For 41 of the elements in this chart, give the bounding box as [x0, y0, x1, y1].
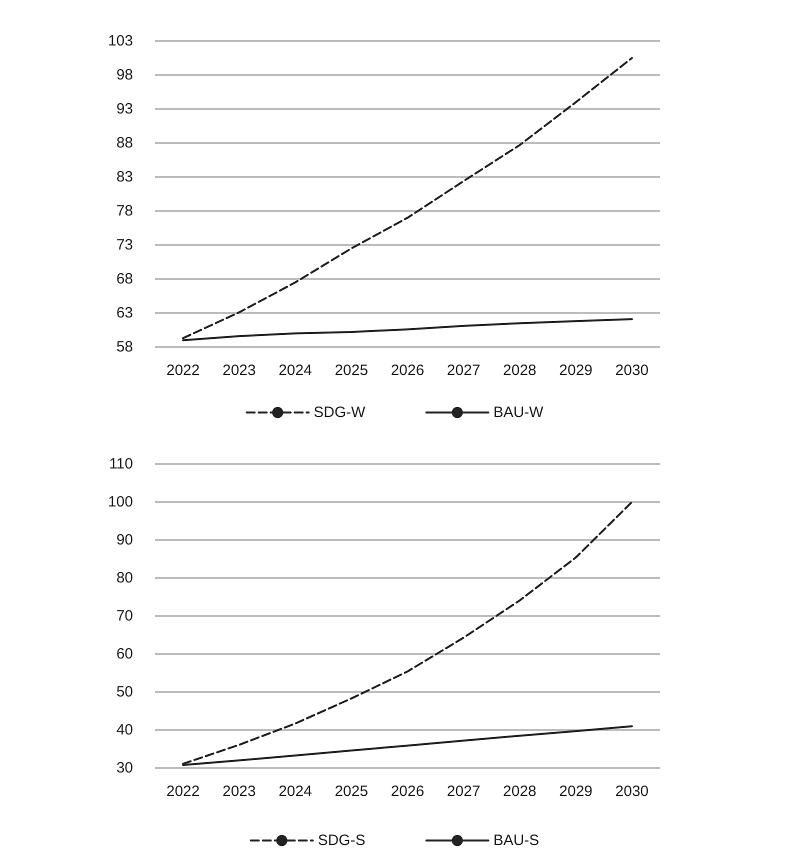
- x-tick-label: 2028: [503, 362, 536, 379]
- y-tick-label: 110: [109, 456, 133, 472]
- x-tick-label: 2026: [390, 783, 424, 800]
- x-tick-label: 2026: [390, 362, 424, 379]
- x-tick-label: 2024: [278, 362, 312, 379]
- y-tick-label: 73: [116, 236, 133, 254]
- y-tick-label: 90: [116, 532, 133, 548]
- x-tick-label: 2025: [334, 362, 368, 379]
- x-tick-label: 2029: [559, 783, 593, 800]
- y-tick-label: 103: [108, 32, 133, 50]
- x-tick-label: 2027: [446, 362, 480, 379]
- y-tick-label: 80: [116, 570, 133, 586]
- y-tick-label: 88: [116, 134, 133, 152]
- x-tick-label: 2028: [503, 783, 536, 800]
- legend-label: BAU-W: [493, 404, 544, 421]
- legend-label: SDG-W: [314, 404, 366, 421]
- y-tick-label: 98: [116, 66, 133, 84]
- y-tick-label: 83: [116, 168, 133, 186]
- legend-label: SDG-S: [318, 832, 366, 849]
- x-tick-label: 2030: [615, 783, 649, 800]
- y-tick-label: 100: [108, 494, 133, 510]
- y-tick-label: 60: [116, 646, 133, 662]
- x-tick-label: 2025: [334, 783, 368, 800]
- x-tick-label: 2029: [559, 362, 593, 379]
- y-tick-label: 78: [116, 202, 133, 220]
- y-tick-label: 40: [116, 722, 133, 738]
- y-tick-label: 70: [116, 608, 133, 624]
- x-tick-label: 2023: [222, 362, 256, 379]
- y-tick-label: 63: [116, 304, 133, 322]
- x-tick-label: 2030: [615, 362, 649, 379]
- x-tick-label: 2027: [446, 783, 480, 800]
- y-tick-label: 50: [116, 684, 133, 700]
- x-tick-label: 2022: [166, 783, 200, 800]
- y-tick-label: 93: [116, 100, 133, 118]
- y-tick-label: 68: [116, 270, 133, 288]
- x-tick-label: 2023: [222, 783, 256, 800]
- y-tick-label: 58: [116, 338, 133, 356]
- x-tick-label: 2024: [278, 783, 312, 800]
- legend-label: BAU-S: [493, 832, 540, 849]
- y-tick-label: 30: [116, 760, 133, 776]
- x-tick-label: 2022: [166, 362, 200, 379]
